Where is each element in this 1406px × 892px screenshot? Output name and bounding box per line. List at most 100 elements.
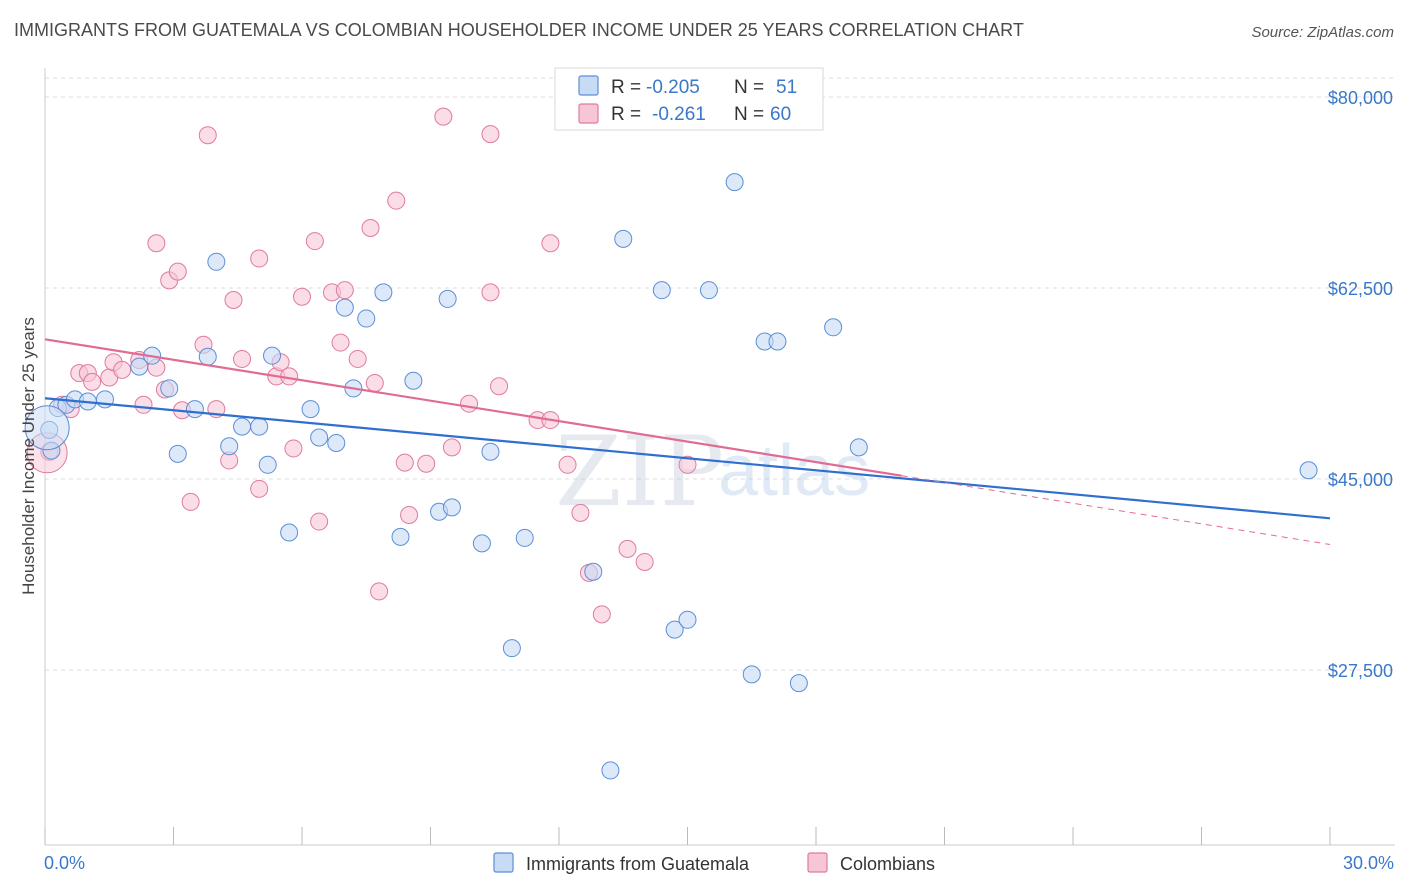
- legend-n-label-2: N =: [734, 104, 764, 125]
- guatemala-trend-line: [44, 397, 1331, 520]
- colombians-point: [490, 377, 509, 396]
- x-tick-label: 30.0%: [1343, 853, 1394, 873]
- legend-n-label-1: N =: [734, 77, 764, 98]
- y-axis-label: Householder Income Under 25 years: [19, 317, 38, 595]
- guatemala-point: [357, 309, 376, 328]
- guatemala-point: [789, 674, 808, 693]
- legend-n-value-1: 51: [776, 77, 797, 98]
- colombians-point: [250, 249, 269, 268]
- colombians-point: [305, 232, 324, 251]
- chart-source: Source: ZipAtlas.com: [1251, 24, 1394, 41]
- watermark-atlas: atlas: [718, 431, 870, 511]
- colombians-point: [348, 349, 367, 368]
- guatemala-point: [335, 298, 354, 317]
- guatemala-point: [502, 639, 521, 658]
- guatemala-point: [168, 444, 187, 463]
- colombians-point: [395, 453, 414, 472]
- colombians-trend-line: [44, 338, 902, 477]
- colombians-point: [134, 395, 153, 414]
- colombians-point: [361, 218, 380, 237]
- bottom-legend-colombians: Colombians: [840, 854, 935, 874]
- guatemala-point: [185, 400, 204, 419]
- y-tick-label: $27,500: [1328, 661, 1393, 681]
- chart-title: IMMIGRANTS FROM GUATEMALA VS COLOMBIAN H…: [14, 20, 1024, 40]
- colombians-point: [181, 492, 200, 511]
- guatemala-point: [327, 433, 346, 452]
- guatemala-point: [849, 438, 868, 457]
- colombians-point: [481, 125, 500, 144]
- colombians-point: [618, 539, 637, 558]
- guatemala-point: [678, 610, 697, 629]
- guatemala-point: [1299, 461, 1318, 480]
- guatemala-point: [614, 229, 633, 248]
- colombians-point: [335, 281, 354, 300]
- y-tick-label: $80,000: [1328, 88, 1393, 108]
- guatemala-points: [24, 173, 1318, 780]
- colombians-point: [293, 287, 311, 306]
- guatemala-point: [438, 289, 457, 308]
- colombians-trend-extension: [901, 475, 1331, 545]
- bottom-legend: Immigrants from Guatemala Colombians: [493, 852, 935, 874]
- bottom-legend-guatemala: Immigrants from Guatemala: [526, 854, 750, 874]
- guatemala-point: [207, 252, 226, 271]
- legend-n-value-2: 60: [770, 104, 791, 125]
- legend-pink-swatch: [578, 103, 599, 124]
- colombians-point: [113, 360, 132, 379]
- y-tick-labels: $27,500 $45,000 $62,500 $80,000: [1328, 88, 1393, 681]
- guatemala-point: [130, 357, 149, 376]
- colombians-point: [233, 349, 252, 368]
- colombians-point: [541, 234, 560, 253]
- guatemala-point: [198, 347, 217, 366]
- guatemala-point: [280, 523, 299, 542]
- guatemala-point: [258, 455, 277, 474]
- legend-r-value-1: -0.205: [646, 77, 700, 98]
- legend-box: R = -0.205 N = 51 R = -0.261 N = 60: [554, 67, 824, 131]
- colombians-point: [417, 454, 436, 473]
- guatemala-point: [725, 173, 744, 192]
- guatemala-point: [665, 620, 684, 639]
- colombians-point: [387, 191, 406, 210]
- guatemala-point: [584, 562, 603, 581]
- guatemala-point: [220, 437, 239, 456]
- colombians-point: [331, 333, 350, 352]
- guatemala-point: [160, 379, 179, 398]
- legend-r-value-2: -0.261: [652, 104, 706, 125]
- guatemala-point: [263, 346, 282, 365]
- legend-blue-swatch: [578, 75, 599, 96]
- legend-r-label-1: R =: [611, 77, 641, 98]
- guatemala-point: [824, 318, 843, 337]
- guatemala-point: [472, 534, 491, 553]
- colombians-point: [592, 605, 611, 624]
- guatemala-point: [481, 442, 500, 461]
- colombians-point: [571, 503, 590, 522]
- guatemala-point: [601, 761, 620, 780]
- colombians-point: [284, 439, 303, 458]
- colombians-point: [460, 394, 479, 413]
- colombians-point: [198, 126, 217, 145]
- colombians-point: [224, 291, 243, 310]
- colombians-point: [558, 455, 577, 474]
- colombians-point: [147, 234, 166, 253]
- colombians-point: [442, 438, 461, 457]
- colombians-point: [434, 107, 453, 126]
- guatemala-point: [699, 281, 718, 300]
- colombians-point: [370, 582, 389, 601]
- guatemala-point: [233, 417, 252, 436]
- bottom-legend-blue-swatch: [493, 852, 514, 873]
- guatemala-point: [310, 428, 329, 447]
- guatemala-point: [442, 498, 461, 517]
- guatemala-point: [250, 417, 269, 436]
- colombians-point: [168, 262, 187, 281]
- grid-lines: [45, 77, 1395, 671]
- guatemala-point: [404, 371, 423, 390]
- guatemala-point: [768, 332, 787, 351]
- colombians-points: [26, 107, 697, 624]
- guatemala-point: [515, 528, 534, 547]
- guatemala-point: [742, 665, 761, 684]
- guatemala-point: [374, 283, 393, 302]
- colombians-point: [635, 552, 654, 571]
- bottom-legend-pink-swatch: [807, 852, 828, 873]
- colombians-point: [400, 506, 419, 525]
- guatemala-point: [391, 527, 410, 546]
